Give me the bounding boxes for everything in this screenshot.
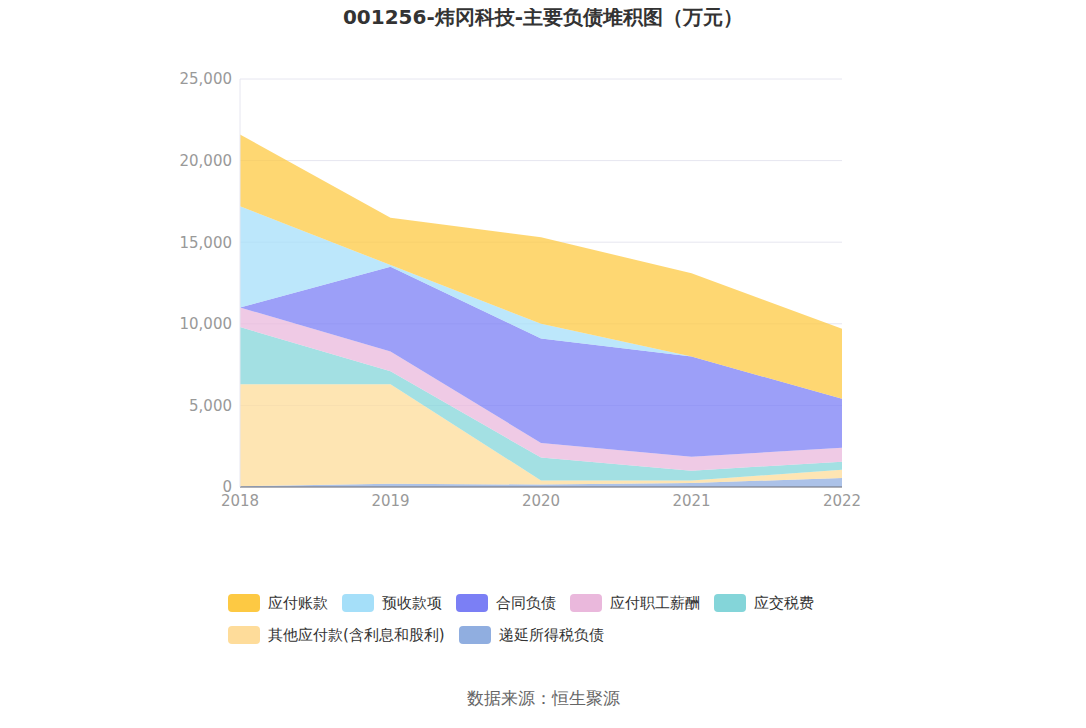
svg-text:2021: 2021: [672, 492, 710, 510]
html-text:预收款项: 预收款项: [382, 593, 442, 612]
svg-text:5,000: 5,000: [189, 397, 232, 415]
svg-text:20,000: 20,000: [180, 152, 233, 170]
svg-text:25,000: 25,000: [180, 70, 233, 88]
html-text:001256-炜冈科技-主要负债堆积图（万元）: 001256-炜冈科技-主要负债堆积图（万元）: [342, 5, 743, 29]
html-text:递延所得税负债: 递延所得税负债: [498, 625, 604, 644]
svg-text:2019: 2019: [371, 492, 409, 510]
svg-text:15,000: 15,000: [180, 234, 233, 252]
html-text:应交税费: 应交税费: [754, 593, 814, 612]
html-text:应付账款: 应付账款: [268, 593, 328, 612]
svg-text:2020: 2020: [522, 492, 560, 510]
svg-text:10,000: 10,000: [180, 315, 233, 333]
html-text:合同负债: 合同负债: [496, 593, 556, 612]
html-text:其他应付款(含利息和股利): 其他应付款(含利息和股利): [268, 625, 445, 644]
svg-text:0: 0: [222, 478, 232, 496]
svg-text:2018: 2018: [220, 491, 260, 510]
html-text:应付职工薪酬: 应付职工薪酬: [610, 593, 700, 612]
svg-text:2022: 2022: [823, 492, 861, 510]
html-text:数据来源：恒生聚源: 数据来源：恒生聚源: [466, 688, 620, 708]
